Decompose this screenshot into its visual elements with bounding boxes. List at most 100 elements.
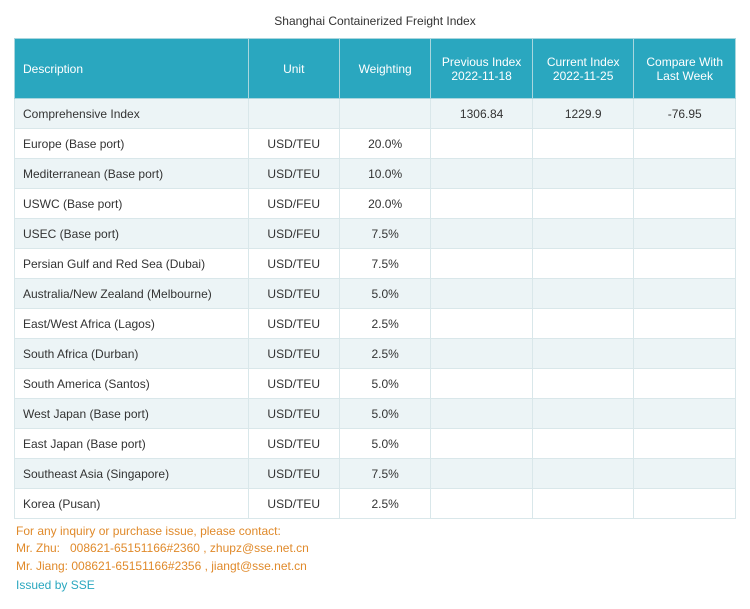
cell-cmp <box>634 309 736 339</box>
footer-intro: For any inquiry or purchase issue, pleas… <box>16 523 734 540</box>
cell-cmp <box>634 219 736 249</box>
cell-weight: 5.0% <box>339 279 430 309</box>
cell-weight: 5.0% <box>339 369 430 399</box>
cell-curr <box>532 399 634 429</box>
cell-cmp <box>634 369 736 399</box>
col-header-1: Unit <box>248 39 339 99</box>
table-row: East Japan (Base port)USD/TEU5.0% <box>15 429 736 459</box>
cell-weight: 2.5% <box>339 309 430 339</box>
cell-cmp <box>634 159 736 189</box>
cell-weight: 10.0% <box>339 159 430 189</box>
cell-desc: USWC (Base port) <box>15 189 249 219</box>
cell-desc: West Japan (Base port) <box>15 399 249 429</box>
footer-contact-2: Mr. Jiang: 008621-65151166#2356 , jiangt… <box>16 558 734 575</box>
col-header-3: Previous Index 2022-11-18 <box>431 39 533 99</box>
cell-weight: 5.0% <box>339 429 430 459</box>
cell-desc: Persian Gulf and Red Sea (Dubai) <box>15 249 249 279</box>
cell-prev <box>431 489 533 519</box>
footer-issued: Issued by SSE <box>16 575 734 594</box>
cell-prev <box>431 339 533 369</box>
cell-prev <box>431 369 533 399</box>
cell-curr <box>532 279 634 309</box>
cell-weight: 7.5% <box>339 459 430 489</box>
cell-unit: USD/TEU <box>248 279 339 309</box>
cell-prev: 1306.84 <box>431 99 533 129</box>
cell-desc: Australia/New Zealand (Melbourne) <box>15 279 249 309</box>
cell-desc: Korea (Pusan) <box>15 489 249 519</box>
cell-unit: USD/FEU <box>248 219 339 249</box>
cell-curr <box>532 489 634 519</box>
cell-prev <box>431 219 533 249</box>
cell-unit: USD/TEU <box>248 249 339 279</box>
table-row: East/West Africa (Lagos)USD/TEU2.5% <box>15 309 736 339</box>
table-header: DescriptionUnitWeightingPrevious Index 2… <box>15 39 736 99</box>
col-header-5: Compare With Last Week <box>634 39 736 99</box>
cell-curr <box>532 159 634 189</box>
freight-index-table: DescriptionUnitWeightingPrevious Index 2… <box>14 38 736 519</box>
cell-curr <box>532 249 634 279</box>
table-body: Comprehensive Index1306.841229.9-76.95Eu… <box>15 99 736 519</box>
col-header-0: Description <box>15 39 249 99</box>
table-row: Australia/New Zealand (Melbourne)USD/TEU… <box>15 279 736 309</box>
col-header-2: Weighting <box>339 39 430 99</box>
cell-curr: 1229.9 <box>532 99 634 129</box>
cell-desc: Mediterranean (Base port) <box>15 159 249 189</box>
cell-weight: 5.0% <box>339 399 430 429</box>
cell-unit: USD/TEU <box>248 489 339 519</box>
table-row: Southeast Asia (Singapore)USD/TEU7.5% <box>15 459 736 489</box>
cell-prev <box>431 399 533 429</box>
cell-cmp <box>634 129 736 159</box>
cell-curr <box>532 369 634 399</box>
cell-weight: 2.5% <box>339 339 430 369</box>
cell-desc: East/West Africa (Lagos) <box>15 309 249 339</box>
cell-curr <box>532 309 634 339</box>
cell-curr <box>532 189 634 219</box>
cell-cmp <box>634 489 736 519</box>
cell-desc: South America (Santos) <box>15 369 249 399</box>
page-container: Shanghai Containerized Freight Index Des… <box>0 0 750 609</box>
table-row: Korea (Pusan)USD/TEU2.5% <box>15 489 736 519</box>
footer-contact-1: Mr. Zhu: 008621-65151166#2360 , zhupz@ss… <box>16 540 734 557</box>
cell-cmp <box>634 399 736 429</box>
cell-unit: USD/TEU <box>248 129 339 159</box>
cell-weight: 7.5% <box>339 249 430 279</box>
cell-cmp <box>634 429 736 459</box>
cell-cmp <box>634 249 736 279</box>
cell-cmp <box>634 459 736 489</box>
cell-desc: Comprehensive Index <box>15 99 249 129</box>
cell-prev <box>431 429 533 459</box>
page-title: Shanghai Containerized Freight Index <box>14 8 736 38</box>
table-row: Comprehensive Index 1306.841229.9-76.95 <box>15 99 736 129</box>
table-row: Europe (Base port)USD/TEU20.0% <box>15 129 736 159</box>
cell-unit: USD/TEU <box>248 399 339 429</box>
cell-prev <box>431 159 533 189</box>
cell-prev <box>431 129 533 159</box>
cell-cmp: -76.95 <box>634 99 736 129</box>
cell-curr <box>532 339 634 369</box>
cell-cmp <box>634 279 736 309</box>
cell-unit: USD/TEU <box>248 339 339 369</box>
cell-prev <box>431 189 533 219</box>
cell-cmp <box>634 339 736 369</box>
cell-desc: USEC (Base port) <box>15 219 249 249</box>
cell-unit: USD/TEU <box>248 309 339 339</box>
col-header-4: Current Index 2022-11-25 <box>532 39 634 99</box>
cell-unit: USD/TEU <box>248 459 339 489</box>
cell-curr <box>532 459 634 489</box>
table-row: Mediterranean (Base port)USD/TEU10.0% <box>15 159 736 189</box>
cell-desc: Europe (Base port) <box>15 129 249 159</box>
cell-prev <box>431 459 533 489</box>
cell-unit: USD/TEU <box>248 429 339 459</box>
footer: For any inquiry or purchase issue, pleas… <box>14 519 736 595</box>
cell-weight <box>339 99 430 129</box>
cell-curr <box>532 129 634 159</box>
table-row: USEC (Base port)USD/FEU7.5% <box>15 219 736 249</box>
cell-desc: Southeast Asia (Singapore) <box>15 459 249 489</box>
cell-curr <box>532 219 634 249</box>
cell-unit: USD/TEU <box>248 369 339 399</box>
table-row: South Africa (Durban)USD/TEU2.5% <box>15 339 736 369</box>
table-row: South America (Santos)USD/TEU5.0% <box>15 369 736 399</box>
cell-unit: USD/FEU <box>248 189 339 219</box>
cell-desc: South Africa (Durban) <box>15 339 249 369</box>
cell-desc: East Japan (Base port) <box>15 429 249 459</box>
